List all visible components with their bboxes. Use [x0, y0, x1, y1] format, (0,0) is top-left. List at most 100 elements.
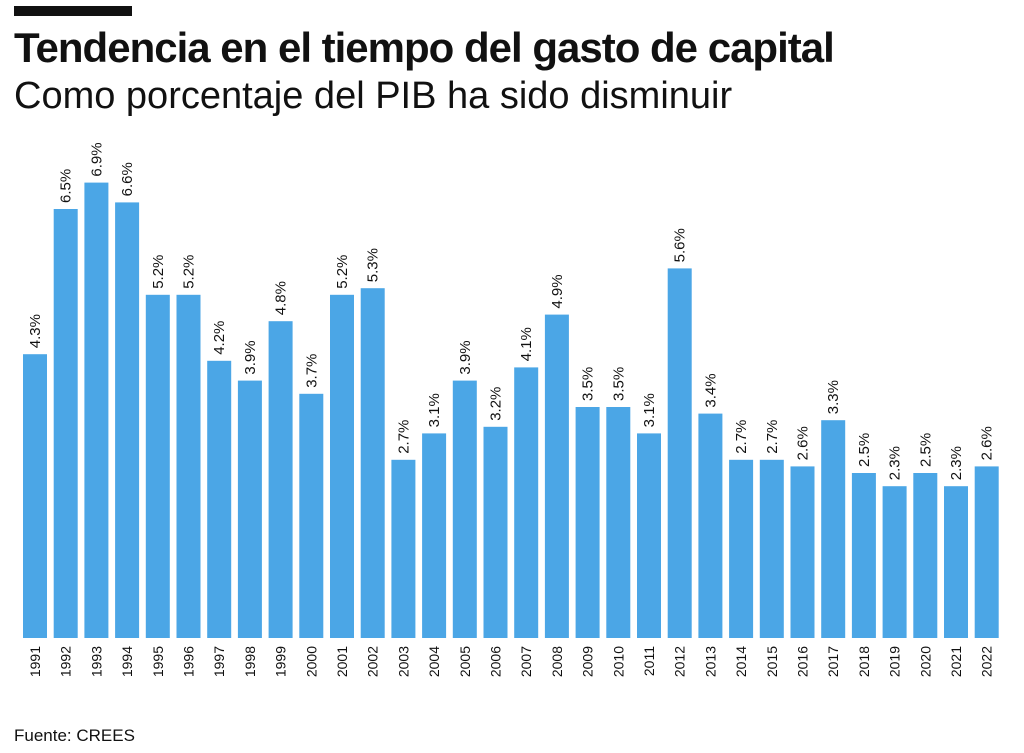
value-label-2020: 2.5%	[917, 433, 934, 467]
value-label-2014: 2.7%	[733, 420, 750, 454]
bar-2003	[391, 459, 416, 638]
chart-subtitle: Como porcentaje del PIB ha sido disminui…	[14, 75, 733, 117]
year-label-2009: 2009	[580, 646, 596, 677]
year-label-2021: 2021	[948, 646, 964, 677]
year-label-1997: 1997	[211, 646, 227, 677]
bar-1995	[145, 294, 170, 638]
value-label-2015: 2.7%	[764, 420, 781, 454]
year-label-2013: 2013	[702, 646, 718, 677]
year-label-2014: 2014	[733, 646, 749, 677]
bar-1994	[115, 202, 140, 638]
bar-2007	[514, 367, 539, 638]
bar-2001	[330, 294, 354, 638]
value-label-2021: 2.3%	[948, 446, 965, 480]
bar-2020	[913, 473, 938, 638]
bar-2002	[360, 288, 385, 638]
value-label-2006: 3.2%	[488, 387, 505, 421]
bar-2018	[851, 473, 876, 638]
year-label-2000: 2000	[303, 646, 319, 677]
bar-2014	[729, 459, 754, 638]
bar-2000	[299, 393, 324, 638]
bar-2010	[606, 407, 631, 638]
value-label-2000: 3.7%	[303, 354, 320, 388]
bar-1999	[268, 321, 293, 638]
value-label-2013: 3.4%	[702, 373, 719, 407]
year-label-2004: 2004	[426, 646, 442, 677]
value-label-2016: 2.6%	[795, 426, 812, 460]
value-label-1994: 6.6%	[119, 162, 136, 196]
bar-2022	[974, 466, 999, 638]
year-label-1991: 1991	[27, 646, 43, 677]
year-label-2001: 2001	[334, 646, 350, 677]
value-label-2022: 2.6%	[979, 426, 996, 460]
bar-2008	[544, 314, 569, 638]
year-label-2008: 2008	[549, 646, 565, 677]
top-rule	[14, 6, 132, 16]
value-label-2017: 3.3%	[825, 380, 842, 414]
year-label-2011: 2011	[641, 646, 657, 676]
value-label-1999: 4.8%	[273, 281, 290, 315]
bar-2011	[637, 433, 661, 638]
value-label-1992: 6.5%	[58, 169, 75, 203]
year-label-2010: 2010	[610, 646, 626, 677]
bar-1992	[53, 209, 78, 638]
year-label-2022: 2022	[979, 646, 995, 677]
bar-1998	[237, 380, 262, 638]
bar-2005	[452, 380, 477, 638]
year-label-1993: 1993	[88, 646, 104, 677]
year-label-2015: 2015	[764, 646, 780, 677]
year-label-2005: 2005	[457, 646, 473, 677]
bar-2016	[790, 466, 815, 638]
value-label-2011: 3.1%	[641, 393, 658, 427]
bar-2009	[575, 407, 600, 638]
value-label-2005: 3.9%	[457, 340, 474, 374]
value-label-1993: 6.9%	[88, 142, 105, 176]
source-note: Fuente: CREES	[14, 726, 135, 745]
value-label-2018: 2.5%	[856, 433, 873, 467]
bar-1993	[84, 182, 109, 638]
year-label-2016: 2016	[795, 646, 811, 677]
bar-2015	[759, 459, 784, 638]
bar-2021	[944, 486, 968, 638]
value-label-1997: 4.2%	[211, 321, 228, 355]
year-label-2007: 2007	[518, 646, 534, 677]
bar-1997	[207, 360, 232, 638]
year-label-2018: 2018	[856, 646, 872, 677]
value-label-2009: 3.5%	[580, 367, 597, 401]
year-label-2012: 2012	[672, 646, 688, 677]
value-label-2001: 5.2%	[334, 255, 351, 289]
value-label-2010: 3.5%	[610, 367, 627, 401]
value-label-2008: 4.9%	[549, 274, 566, 308]
year-label-2017: 2017	[825, 646, 841, 677]
bar-2006	[483, 426, 508, 638]
bar-2013	[698, 413, 723, 638]
value-label-2004: 3.1%	[426, 393, 443, 427]
bar-2012	[667, 268, 692, 638]
year-label-1992: 1992	[58, 646, 74, 677]
value-label-2003: 2.7%	[395, 420, 412, 454]
year-label-1999: 1999	[273, 646, 289, 677]
year-label-1998: 1998	[242, 646, 258, 677]
year-label-1994: 1994	[119, 646, 135, 677]
value-label-1996: 5.2%	[181, 255, 198, 289]
year-label-2006: 2006	[488, 646, 504, 677]
bar-2019	[882, 486, 907, 638]
year-label-1995: 1995	[150, 646, 166, 677]
value-label-2012: 5.6%	[672, 228, 689, 262]
value-label-1991: 4.3%	[27, 314, 44, 348]
value-label-1995: 5.2%	[150, 255, 167, 289]
bar-2017	[821, 420, 846, 638]
bar-chart: 4.3% 1991 6.5% 1992 6.9% 1993 6.6% 1994 5.2% 1995…	[23, 142, 999, 677]
chart-title: Tendencia en el tiempo del gasto de capi…	[14, 24, 835, 71]
year-label-2003: 2003	[395, 646, 411, 677]
year-label-1996: 1996	[181, 646, 197, 677]
bar-1991	[23, 354, 47, 638]
year-label-2002: 2002	[365, 646, 381, 677]
value-label-2007: 4.1%	[518, 327, 535, 361]
value-label-1998: 3.9%	[242, 340, 259, 374]
bar-2004	[422, 433, 447, 638]
year-label-2020: 2020	[917, 646, 933, 677]
value-label-2019: 2.3%	[887, 446, 904, 480]
value-label-2002: 5.3%	[365, 248, 382, 282]
year-label-2019: 2019	[887, 646, 903, 677]
